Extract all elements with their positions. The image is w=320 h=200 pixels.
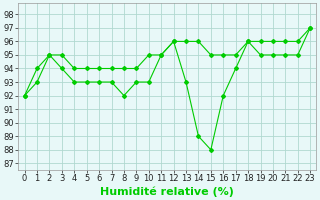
X-axis label: Humidité relative (%): Humidité relative (%) bbox=[100, 186, 234, 197]
